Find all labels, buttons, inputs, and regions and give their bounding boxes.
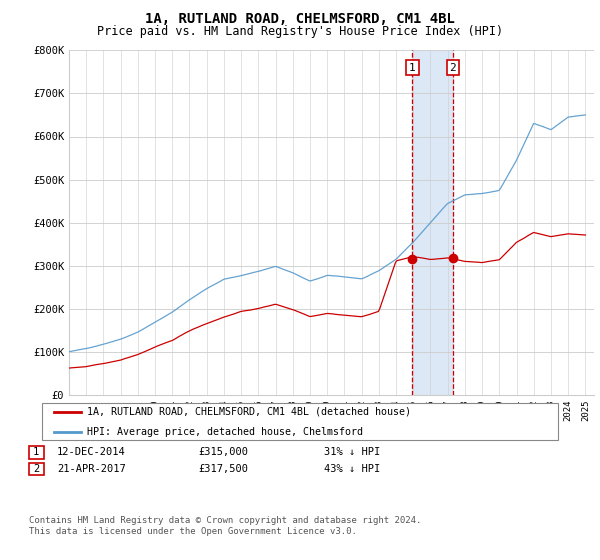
Text: 43% ↓ HPI: 43% ↓ HPI xyxy=(324,464,380,474)
Text: 1: 1 xyxy=(33,447,40,458)
Text: 1A, RUTLAND ROAD, CHELMSFORD, CM1 4BL: 1A, RUTLAND ROAD, CHELMSFORD, CM1 4BL xyxy=(145,12,455,26)
Text: 1: 1 xyxy=(409,63,416,73)
Text: £315,000: £315,000 xyxy=(198,447,248,458)
Text: Contains HM Land Registry data © Crown copyright and database right 2024.: Contains HM Land Registry data © Crown c… xyxy=(29,516,421,525)
Text: 12-DEC-2014: 12-DEC-2014 xyxy=(57,447,126,458)
Bar xyxy=(412,50,453,395)
Text: 2: 2 xyxy=(33,464,40,474)
Text: Price paid vs. HM Land Registry's House Price Index (HPI): Price paid vs. HM Land Registry's House … xyxy=(97,25,503,38)
Text: This data is licensed under the Open Government Licence v3.0.: This data is licensed under the Open Gov… xyxy=(29,528,356,536)
Text: £317,500: £317,500 xyxy=(198,464,248,474)
Text: 21-APR-2017: 21-APR-2017 xyxy=(57,464,126,474)
Text: 31% ↓ HPI: 31% ↓ HPI xyxy=(324,447,380,458)
Text: 2: 2 xyxy=(449,63,456,73)
Text: HPI: Average price, detached house, Chelmsford: HPI: Average price, detached house, Chel… xyxy=(87,427,363,437)
Text: 1A, RUTLAND ROAD, CHELMSFORD, CM1 4BL (detached house): 1A, RUTLAND ROAD, CHELMSFORD, CM1 4BL (d… xyxy=(87,407,411,417)
